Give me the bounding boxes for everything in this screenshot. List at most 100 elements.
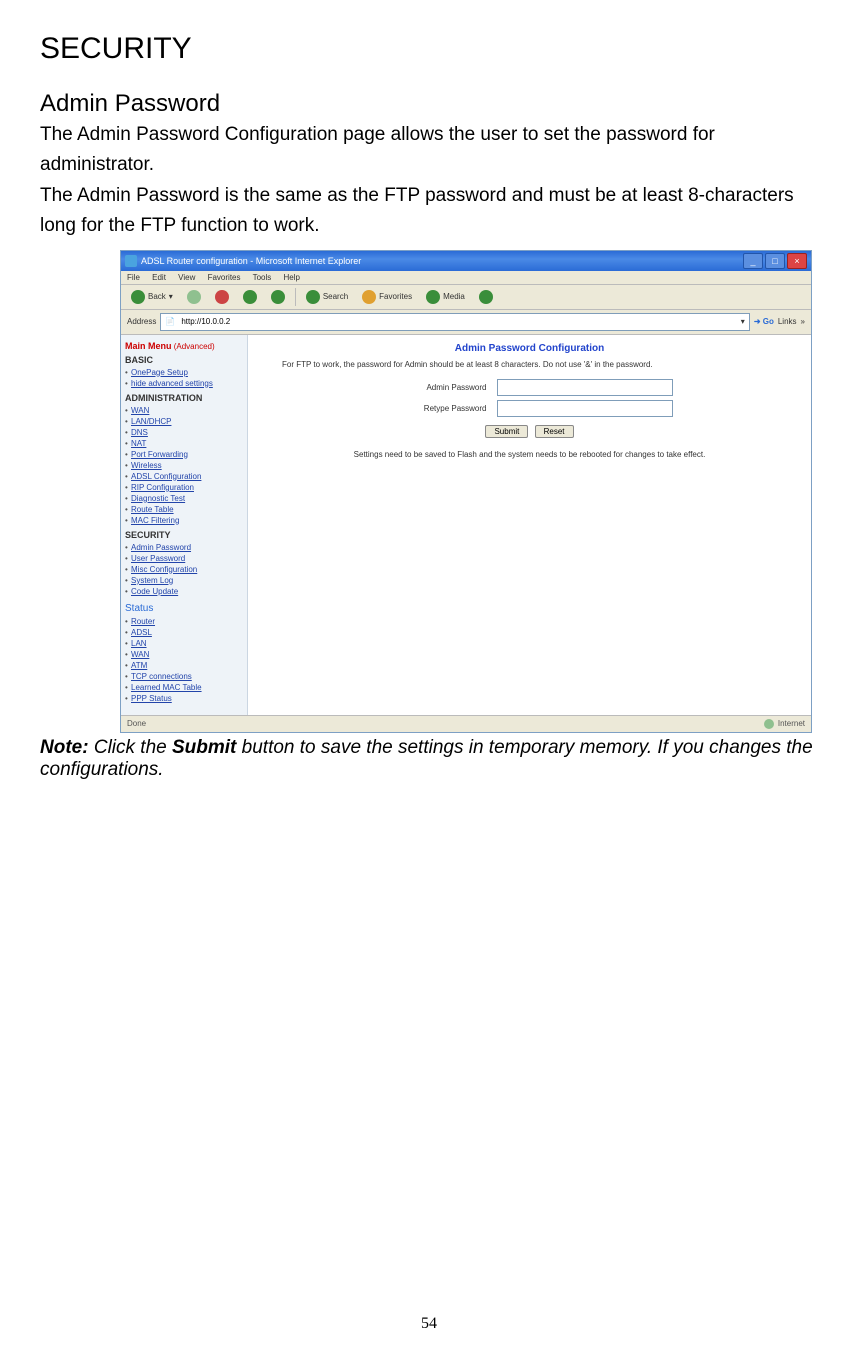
chevron-down-icon: ▾ xyxy=(169,292,173,301)
status-left-text: Done xyxy=(127,719,146,728)
search-button[interactable]: Search xyxy=(302,288,352,306)
menu-bar: File Edit View Favorites Tools Help xyxy=(121,271,811,285)
sidebar-main-menu: Main Menu xyxy=(125,341,172,351)
forward-icon xyxy=(187,290,201,304)
sidebar-item-lan[interactable]: LAN xyxy=(125,638,243,649)
menu-help[interactable]: Help xyxy=(284,273,300,282)
forward-button[interactable] xyxy=(183,288,205,306)
media-button[interactable]: Media xyxy=(422,288,469,306)
menu-edit[interactable]: Edit xyxy=(152,273,166,282)
status-right-text: Internet xyxy=(778,719,805,728)
home-button[interactable] xyxy=(267,288,289,306)
paragraph-2: The Admin Password is the same as the FT… xyxy=(40,181,818,242)
sidebar-item-route-table[interactable]: Route Table xyxy=(125,504,243,515)
back-button[interactable]: Back ▾ xyxy=(127,288,177,306)
home-icon xyxy=(271,290,285,304)
back-icon xyxy=(131,290,145,304)
admin-password-label: Admin Password xyxy=(387,383,487,392)
sidebar-item-port-forwarding[interactable]: Port Forwarding xyxy=(125,449,243,460)
sidebar-item-nat[interactable]: NAT xyxy=(125,438,243,449)
sidebar-item-diagnostic-test[interactable]: Diagnostic Test xyxy=(125,493,243,504)
toolbar-separator xyxy=(295,288,296,306)
sidebar-item-wireless[interactable]: Wireless xyxy=(125,460,243,471)
main-panel: Admin Password Configuration For FTP to … xyxy=(248,335,811,715)
sidebar-section-administration: ADMINISTRATION xyxy=(125,393,243,403)
menu-favorites[interactable]: Favorites xyxy=(208,273,241,282)
window-title: ADSL Router configuration - Microsoft In… xyxy=(141,256,361,266)
sidebar-item-code-update[interactable]: Code Update xyxy=(125,586,243,597)
sidebar-advanced-tag: (Advanced) xyxy=(174,342,215,351)
sidebar-item-misc-config[interactable]: Misc Configuration xyxy=(125,564,243,575)
section-heading: SECURITY xyxy=(40,32,818,66)
page-content: Main Menu (Advanced) BASIC OnePage Setup… xyxy=(121,335,811,715)
media-icon xyxy=(426,290,440,304)
address-input-wrap[interactable]: 📄 ▾ xyxy=(160,313,749,331)
address-label: Address xyxy=(127,317,156,326)
sidebar-item-system-log[interactable]: System Log xyxy=(125,575,243,586)
links-label[interactable]: Links xyxy=(778,317,797,326)
embedded-screenshot: ADSL Router configuration - Microsoft In… xyxy=(120,250,812,733)
sidebar-item-rip-config[interactable]: RIP Configuration xyxy=(125,482,243,493)
sidebar-section-basic: BASIC xyxy=(125,355,243,365)
sidebar-item-onepage-setup[interactable]: OnePage Setup xyxy=(125,367,243,378)
search-icon xyxy=(306,290,320,304)
history-button[interactable] xyxy=(475,288,497,306)
note-label: Note: xyxy=(40,737,89,758)
sidebar-item-atm[interactable]: ATM xyxy=(125,660,243,671)
subsection-heading: Admin Password xyxy=(40,90,818,118)
history-icon xyxy=(479,290,493,304)
reset-button[interactable]: Reset xyxy=(535,425,574,438)
menu-view[interactable]: View xyxy=(178,273,195,282)
sidebar-section-security: SECURITY xyxy=(125,530,243,540)
chevron-right-icon: » xyxy=(801,317,805,326)
page-icon: 📄 xyxy=(165,317,175,326)
admin-password-input[interactable] xyxy=(497,379,673,396)
stop-button[interactable] xyxy=(211,288,233,306)
page-number: 54 xyxy=(0,1315,858,1333)
note-submit-word: Submit xyxy=(172,737,236,758)
minimize-button[interactable]: _ xyxy=(743,253,763,269)
sidebar-item-wan[interactable]: WAN xyxy=(125,405,243,416)
favorites-button[interactable]: Favorites xyxy=(358,288,416,306)
sidebar-item-lan-dhcp[interactable]: LAN/DHCP xyxy=(125,416,243,427)
sidebar-item-dns[interactable]: DNS xyxy=(125,427,243,438)
chevron-down-icon[interactable]: ▾ xyxy=(741,317,745,326)
stop-icon xyxy=(215,290,229,304)
refresh-icon xyxy=(243,290,257,304)
status-bar: Done Internet xyxy=(121,715,811,732)
main-subtitle: For FTP to work, the password for Admin … xyxy=(262,360,797,369)
retype-password-label: Retype Password xyxy=(387,404,487,413)
sidebar-item-ppp-status[interactable]: PPP Status xyxy=(125,693,243,704)
star-icon xyxy=(362,290,376,304)
menu-file[interactable]: File xyxy=(127,273,140,282)
ie-icon xyxy=(125,255,137,267)
sidebar-item-router[interactable]: Router xyxy=(125,616,243,627)
sidebar-item-wan-status[interactable]: WAN xyxy=(125,649,243,660)
refresh-button[interactable] xyxy=(239,288,261,306)
submit-button[interactable]: Submit xyxy=(485,425,528,438)
sidebar: Main Menu (Advanced) BASIC OnePage Setup… xyxy=(121,335,248,715)
note-line-1: Note: Click the Submit button to save th… xyxy=(40,737,818,781)
retype-password-input[interactable] xyxy=(497,400,673,417)
close-button[interactable]: × xyxy=(787,253,807,269)
sidebar-item-adsl-config[interactable]: ADSL Configuration xyxy=(125,471,243,482)
browser-toolbar: Back ▾ Search Favorites Media xyxy=(121,285,811,310)
sidebar-item-admin-password[interactable]: Admin Password xyxy=(125,542,243,553)
save-note: Settings need to be saved to Flash and t… xyxy=(262,450,797,459)
address-bar: Address 📄 ▾ ➜ Go Links » xyxy=(121,310,811,335)
menu-tools[interactable]: Tools xyxy=(253,273,272,282)
sidebar-item-mac-filtering[interactable]: MAC Filtering xyxy=(125,515,243,526)
internet-zone-icon xyxy=(764,719,774,729)
sidebar-item-learned-mac[interactable]: Learned MAC Table xyxy=(125,682,243,693)
paragraph-1: The Admin Password Configuration page al… xyxy=(40,120,818,181)
sidebar-item-tcp-connections[interactable]: TCP connections xyxy=(125,671,243,682)
go-button[interactable]: ➜ Go xyxy=(754,317,774,326)
main-title: Admin Password Configuration xyxy=(262,343,797,354)
sidebar-item-hide-advanced[interactable]: hide advanced settings xyxy=(125,378,243,389)
window-titlebar: ADSL Router configuration - Microsoft In… xyxy=(121,251,811,271)
maximize-button[interactable]: □ xyxy=(765,253,785,269)
sidebar-item-user-password[interactable]: User Password xyxy=(125,553,243,564)
address-input[interactable] xyxy=(179,316,736,327)
sidebar-item-adsl[interactable]: ADSL xyxy=(125,627,243,638)
sidebar-section-status: Status xyxy=(125,603,243,614)
